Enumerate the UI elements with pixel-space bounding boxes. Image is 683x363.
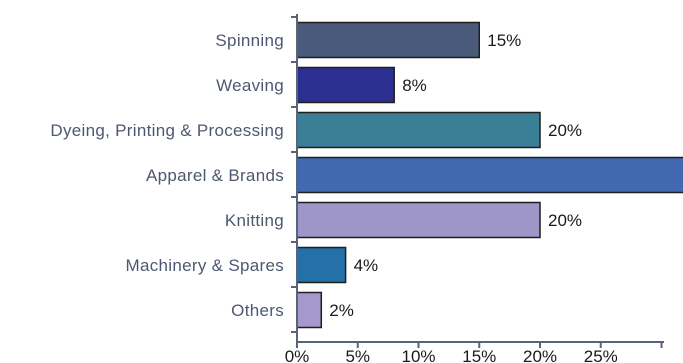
x-tick-label-10: 10% xyxy=(401,347,435,363)
value-label-dyeing-printing-processing: 20% xyxy=(548,121,582,140)
value-labels: 15%8%20%35%20%4%2% xyxy=(329,31,582,320)
bar-spinning xyxy=(296,21,480,59)
x-tick-label-20: 20% xyxy=(523,347,557,363)
y-axis-ticks xyxy=(291,16,297,333)
bar-weaving xyxy=(296,66,395,104)
bar-machinery-spares xyxy=(296,246,347,284)
x-tick-label-15: 15% xyxy=(462,347,496,363)
value-label-spinning: 15% xyxy=(487,31,521,50)
x-tick-label-5: 5% xyxy=(345,347,370,363)
bar-knitting xyxy=(296,201,541,239)
category-label-weaving: Weaving xyxy=(216,76,284,95)
bar-dyeing-printing-processing xyxy=(296,111,541,149)
value-label-machinery-spares: 4% xyxy=(354,256,379,275)
category-label-others: Others xyxy=(231,301,284,320)
x-axis-ticks xyxy=(296,342,663,348)
value-label-others: 2% xyxy=(329,301,354,320)
x-tick-label-25: 25% xyxy=(584,347,618,363)
value-label-knitting: 20% xyxy=(548,211,582,230)
x-axis-tick-labels: 0% 5% 10% 15% 20% 25% xyxy=(285,347,618,363)
category-label-knitting: Knitting xyxy=(225,211,284,230)
x-tick-label-0: 0% xyxy=(285,347,310,363)
category-labels: Spinning Weaving Dyeing, Printing & Proces… xyxy=(50,31,284,320)
category-label-spinning: Spinning xyxy=(215,31,284,50)
category-label-machinery-spares: Machinery & Spares xyxy=(126,256,284,275)
bar-apparel-brands xyxy=(296,156,683,194)
bars-group xyxy=(296,21,683,329)
category-label-apparel-brands: Apparel & Brands xyxy=(146,166,284,185)
value-label-weaving: 8% xyxy=(402,76,427,95)
bar-others xyxy=(296,291,323,329)
category-label-dyeing-printing-processing: Dyeing, Printing & Processing xyxy=(50,121,284,140)
